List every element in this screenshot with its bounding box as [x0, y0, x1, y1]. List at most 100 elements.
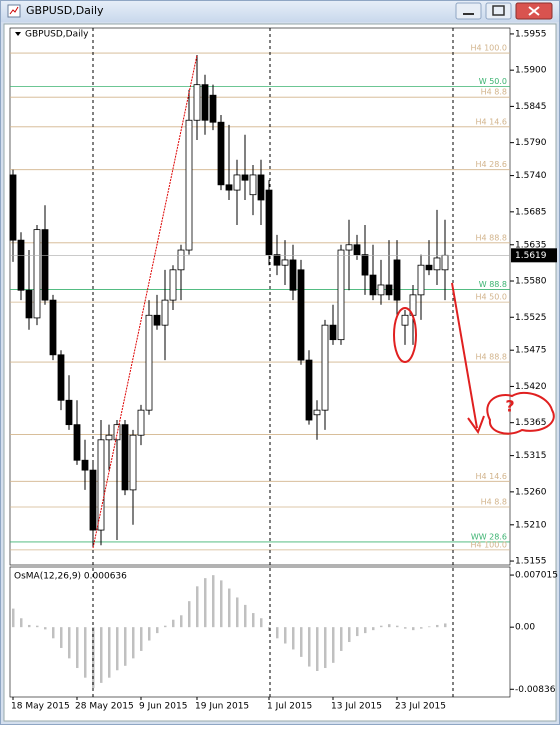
level-label: H4 50.0 [476, 293, 507, 302]
level-label: H4 8.8 [481, 498, 507, 507]
candle-body [185, 119, 193, 251]
y-tick-label: 1.5955 [515, 29, 547, 39]
indicator-label: OsMA(12,26,9) 0.000636 [14, 572, 127, 582]
y-tick-label: 1.5900 [515, 66, 547, 76]
level-label: H4 100.0 [470, 540, 507, 549]
window-title: GBPUSD,Daily [26, 4, 104, 17]
maximize-icon [492, 5, 505, 16]
close-icon [528, 6, 540, 16]
candle-body [209, 94, 217, 123]
candle-body [217, 121, 225, 186]
candle-body [425, 264, 433, 271]
histogram-bar [188, 601, 191, 628]
x-tick-label: 13 Jul 2015 [331, 702, 382, 712]
histogram-bar [108, 627, 111, 678]
histogram-bar [164, 625, 167, 628]
histogram-bar [68, 627, 71, 659]
candle-body [297, 269, 305, 361]
y-tick-label: 1.5155 [515, 557, 547, 567]
candle-body [441, 254, 449, 271]
x-tick-label: 18 May 2015 [11, 702, 70, 712]
level-label: W 50.0 [479, 77, 507, 86]
x-tick-label: 9 Jun 2015 [139, 702, 187, 712]
histogram-bar [340, 627, 343, 651]
candle-body [97, 439, 105, 531]
histogram-bar [284, 627, 287, 644]
histogram-bar [364, 627, 367, 634]
histogram-bar [396, 625, 399, 628]
candle-body [201, 84, 209, 121]
cloud-annotation [486, 391, 555, 435]
histogram-bar [300, 627, 303, 657]
histogram-bar [116, 627, 119, 671]
x-tick-label: 19 Jun 2015 [195, 702, 249, 712]
x-tick-label: 23 Jul 2015 [395, 702, 446, 712]
candle-body [121, 424, 129, 491]
histogram-bar [28, 624, 31, 628]
candle-body [289, 259, 297, 291]
histogram-bar [316, 627, 319, 671]
candle-body [73, 424, 81, 461]
main-plot-frame [9, 27, 511, 566]
y-tick-label: 1.5740 [515, 171, 547, 181]
histogram-bar [124, 627, 127, 666]
sub-plot-frame [9, 566, 511, 698]
minimize-button[interactable] [455, 2, 482, 20]
candle-body [345, 244, 353, 251]
histogram-bar [212, 575, 215, 628]
y-tick-label: -0.00836 [515, 685, 556, 695]
y-tick-label: 1.5685 [515, 207, 547, 217]
level-label: W 88.8 [479, 280, 507, 289]
window-buttons[interactable] [455, 2, 553, 20]
chart-area [3, 23, 557, 722]
histogram-bar [332, 627, 335, 663]
histogram-bar [404, 627, 407, 629]
arrow-line [451, 282, 478, 429]
candle-body [81, 459, 89, 471]
question-annotation: ? [505, 397, 514, 416]
histogram-bar [12, 608, 15, 628]
histogram-bar [132, 627, 135, 659]
candle-body [281, 259, 289, 266]
candle-body [153, 314, 161, 326]
histogram-bar [428, 626, 431, 628]
candle-body [169, 269, 177, 301]
level-label: WW 28.6 [471, 532, 507, 541]
candle-body [105, 434, 113, 441]
histogram-bar [228, 588, 231, 628]
level-label: H4 88.8 [476, 233, 507, 242]
level-label: H4 88.8 [476, 353, 507, 362]
histogram-bar [260, 618, 263, 628]
candle-body [353, 244, 361, 256]
symbol-label: GBPUSD,Daily [25, 30, 89, 40]
last-price-box [511, 248, 557, 263]
histogram-bar [444, 623, 447, 628]
candle-body [145, 314, 153, 411]
y-tick-label: 1.5790 [515, 138, 547, 148]
candle-body [393, 259, 401, 301]
histogram-bar [380, 625, 383, 628]
candle-body [313, 409, 321, 416]
level-label: H4 28.6 [476, 160, 507, 169]
candle-body [57, 354, 65, 401]
histogram-bar [268, 627, 271, 631]
y-tick-label: 0.007015 [515, 571, 558, 581]
candle-body [225, 184, 233, 191]
candle-body [321, 324, 329, 411]
x-tick-label: 1 Jul 2015 [267, 702, 312, 712]
level-label: H4 100.0 [470, 44, 507, 53]
histogram-bar [148, 627, 151, 641]
histogram-bar [372, 627, 375, 631]
candle-body [65, 399, 73, 426]
arrow-head [467, 415, 485, 435]
histogram-bar [324, 627, 327, 669]
y-tick-label: 1.5210 [515, 520, 547, 530]
candle-body [361, 254, 369, 276]
histogram-bar [52, 627, 55, 639]
histogram-bar [76, 627, 79, 669]
histogram-bar [196, 586, 199, 628]
candle-body [433, 257, 441, 271]
y-tick-label: 0.00 [515, 623, 535, 633]
histogram-bar [276, 627, 279, 639]
